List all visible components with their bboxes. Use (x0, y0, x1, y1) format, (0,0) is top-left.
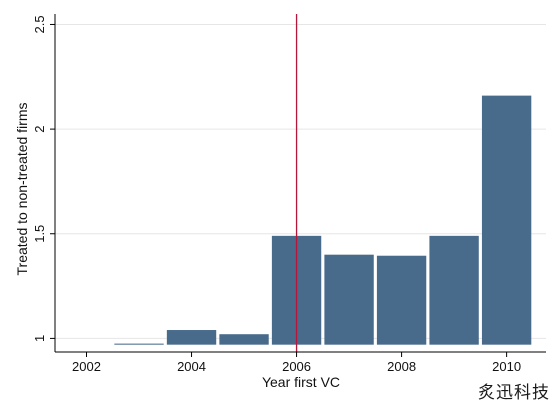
watermark-logo: 炙迅科技 (478, 383, 550, 403)
bar-2003 (114, 343, 164, 345)
bars (114, 95, 532, 345)
y-tick-label-0: 1 (32, 335, 47, 342)
x-tick-label-0: 2002 (72, 359, 101, 374)
bar-2010 (481, 95, 532, 345)
axes (54, 14, 546, 353)
x-tick-label-4: 2010 (492, 359, 521, 374)
y-tick-label-1: 1.5 (32, 225, 47, 243)
y-tick-label-3: 2.5 (32, 15, 47, 33)
y-axis-title: Treated to non-treated firms (14, 102, 30, 275)
x-tick-label-3: 2008 (387, 359, 416, 374)
bar-2008 (376, 255, 427, 345)
bar-2007 (324, 254, 374, 345)
bar-2004 (166, 330, 217, 345)
x-tick-label-1: 2004 (177, 359, 206, 374)
x-tick-label-2: 2006 (282, 359, 311, 374)
tick-labels: 1 1.5 2 2.5 2002 2004 2006 2008 2010 (32, 15, 521, 374)
x-axis-title: Year first VC (262, 374, 340, 390)
bar-2005 (219, 334, 269, 345)
bar-2009 (429, 235, 479, 345)
y-tick-label-2: 2 (32, 125, 47, 132)
